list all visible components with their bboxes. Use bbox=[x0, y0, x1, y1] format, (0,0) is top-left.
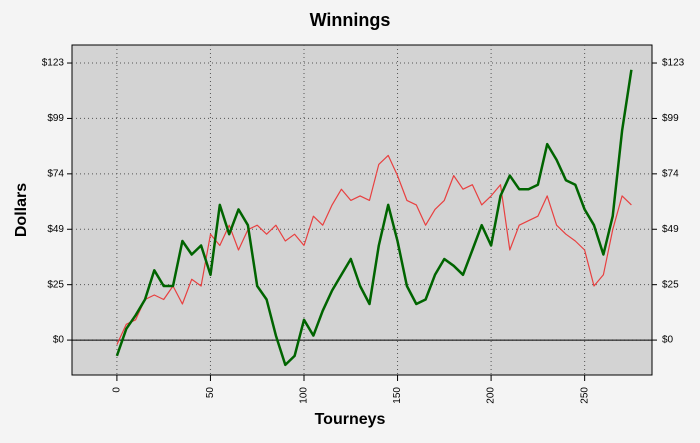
data-line bbox=[116, 154, 632, 345]
x-tick-label: 50 bbox=[205, 387, 216, 399]
plot-area bbox=[71, 44, 653, 376]
y-tick-label: $99 bbox=[47, 113, 64, 124]
x-tick-label: 0 bbox=[112, 387, 123, 393]
y-tick-label: $0 bbox=[53, 335, 65, 346]
x-tick-label: 150 bbox=[392, 387, 403, 404]
y2-tick-label: $123 bbox=[662, 58, 685, 69]
y-axis-label: Dollars bbox=[13, 183, 30, 237]
y-tick-label: $49 bbox=[47, 224, 64, 235]
y-tick-label: $123 bbox=[42, 58, 65, 69]
y2-tick-label: $0 bbox=[662, 335, 674, 346]
y2-tick-label: $74 bbox=[662, 168, 679, 179]
y-tick-label: $25 bbox=[47, 279, 64, 290]
chart-title: Winnings bbox=[310, 10, 391, 30]
x-tick-label: 100 bbox=[299, 387, 310, 404]
y2-tick-label: $25 bbox=[662, 279, 679, 290]
x-tick-label: 250 bbox=[579, 387, 590, 404]
x-axis-label: Tourneys bbox=[315, 411, 386, 428]
data-line bbox=[115, 69, 633, 367]
y2-tick-label: $99 bbox=[662, 113, 679, 124]
x-tick-label: 200 bbox=[486, 387, 497, 404]
y2-tick-label: $49 bbox=[662, 224, 679, 235]
y-tick-label: $74 bbox=[47, 168, 64, 179]
